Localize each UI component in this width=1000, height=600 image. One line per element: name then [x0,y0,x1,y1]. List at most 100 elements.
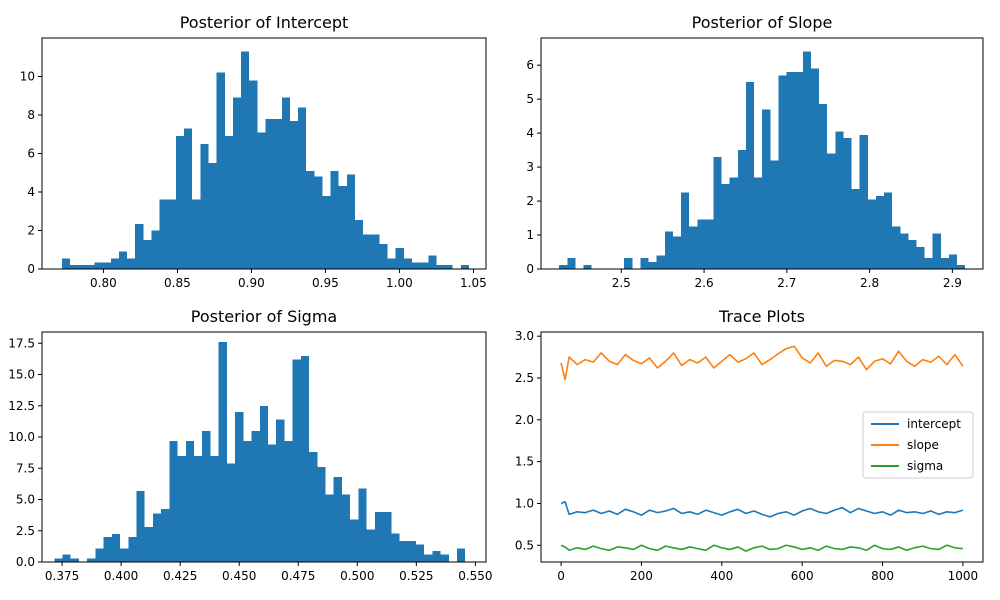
histogram-bar [664,231,673,269]
histogram-bar [794,71,803,269]
x-tick-label: 0.95 [312,276,339,290]
histogram-bar [152,513,162,562]
histogram-bar [770,160,779,269]
histogram-bar [957,264,966,269]
x-tick-label: 2.6 [695,276,714,290]
y-axis: 0 1 2 3 4 5 6 [526,58,541,276]
histogram-bar [648,262,657,269]
histogram-bar [778,75,787,270]
axes-frame [41,331,487,563]
histogram-bar [151,230,160,269]
sigma-histogram-panel: Posterior of Sigma 0.375 0.400 0.425 0.450 0… [8,307,492,583]
y-tick-label: 6 [27,147,35,161]
histogram-bar [333,477,342,562]
histogram-bar [884,192,893,269]
y-tick-label: 0 [526,262,534,276]
x-axis: 0 200 400 600 800 1000 [557,562,978,583]
histogram-bar [257,132,266,269]
histogram-bar [843,138,852,269]
x-tick-label: 0.90 [238,276,265,290]
histogram-bar [371,234,380,269]
histogram-bar [412,262,421,269]
histogram-bar [235,412,244,562]
trace-line-slope [560,345,964,381]
histogram-bar [289,120,299,270]
histogram-bar [298,107,307,269]
histogram-bar [177,455,186,562]
y-tick-label: 5 [526,92,534,106]
histogram-bar [567,258,576,269]
y-tick-label: 10 [20,70,35,84]
histogram-bar [786,71,795,269]
histogram-bar [916,246,925,269]
x-axis: 2.5 2.6 2.7 2.8 2.9 [612,269,962,290]
y-tick-label: 2.0 [515,413,534,427]
intercept-histogram-panel: Posterior of Intercept 0.80 0.85 0.90 0.95 1… [20,13,487,290]
histogram-bar [802,51,811,270]
histogram-bar [713,156,722,269]
histogram-bar [161,508,170,563]
x-tick-label: 0.550 [458,569,492,583]
histogram-bars [54,342,466,563]
histogram-bar [754,177,763,269]
histogram-bar [640,258,649,269]
histogram-bar [314,176,323,269]
y-tick-label: 2.5 [16,524,35,538]
histogram-bar [224,136,233,269]
histogram-bar [399,540,408,562]
y-tick-label: 8 [27,108,35,122]
histogram-bar [54,558,63,562]
histogram-bar [143,240,152,270]
y-tick-label: 6 [526,58,534,72]
y-tick-label: 10.0 [8,430,35,444]
histogram-bar [243,440,252,562]
chart-title: Posterior of Slope [692,13,833,32]
x-tick-label: 800 [871,569,894,583]
histogram-bar [251,430,260,562]
trace-line-sigma [560,544,963,552]
legend: intercept slope sigma [862,411,974,479]
y-axis: 0.5 1.0 1.5 2.0 2.5 3.0 [515,329,541,552]
histogram-bar [737,150,746,269]
histogram-bars [61,51,469,270]
histogram-bar [341,494,351,562]
histogram-bar [436,265,445,269]
histogram-bar [292,359,301,562]
histogram-bar [681,192,690,269]
histogram-bar [110,258,119,269]
y-axis: 0 2 4 6 8 10 [20,70,42,276]
histogram-bar [851,189,860,269]
histogram-bar [232,97,242,269]
histogram-bar [159,199,168,269]
histogram-bar [330,170,339,269]
histogram-bar [424,554,433,562]
x-tick-label: 1.00 [386,276,413,290]
x-tick-label: 0 [557,569,565,583]
x-tick-label: 0.425 [163,569,197,583]
x-tick-label: 0.80 [90,276,117,290]
y-tick-label: 1 [526,228,534,242]
trace-plots-panel: Trace Plots 0 200 400 600 800 1000 0.5 1.0 1.5 2.… [515,307,984,583]
x-tick-label: 2.8 [860,276,879,290]
histogram-bar [210,455,219,562]
histogram-bar [194,455,203,562]
histogram-bar [656,255,665,269]
y-tick-label: 2.5 [515,371,534,385]
histogram-bar [128,537,137,562]
histogram-bar [346,174,356,269]
histogram-bar [284,440,293,562]
histogram-bar [317,467,326,562]
histogram-bar [432,550,441,562]
histogram-bar [94,262,103,269]
y-tick-label: 5.0 [16,493,35,507]
y-tick-label: 1.5 [515,455,534,469]
histogram-bar [325,494,334,562]
histogram-bar [103,537,112,562]
x-tick-label: 0.525 [399,569,433,583]
histogram-bar [729,177,738,269]
histogram-bar [940,258,949,269]
histogram-bar [127,258,136,269]
trace-line-intercept [560,500,964,518]
